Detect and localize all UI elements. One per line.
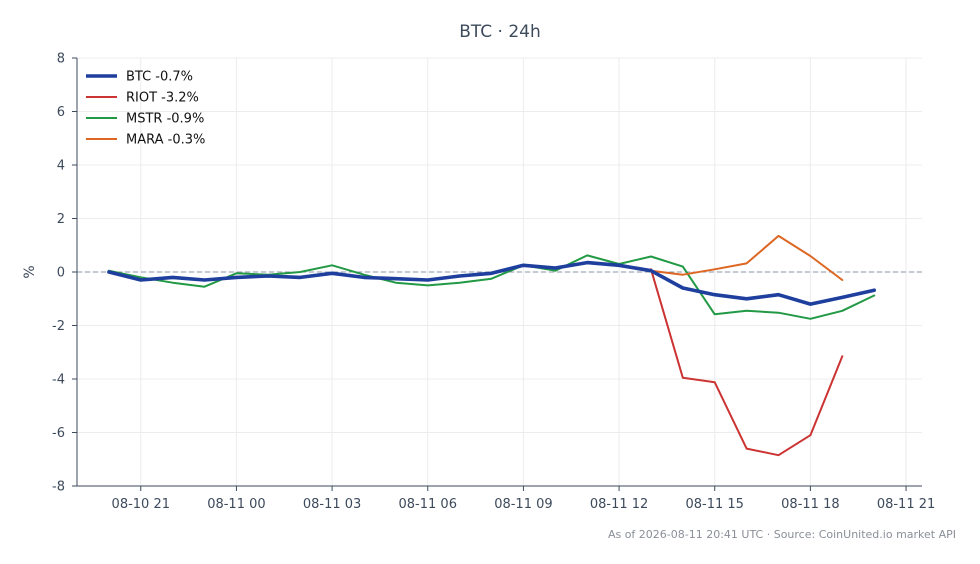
y-tick-label: 8	[57, 52, 65, 67]
x-tick-label: 08-11 12	[590, 497, 648, 512]
x-tick-label: 08-11 18	[781, 497, 839, 512]
x-tick-label: 08-11 15	[686, 497, 744, 512]
y-tick-label: -8	[52, 480, 65, 495]
legend-label-riot: RIOT -3.2%	[126, 91, 199, 106]
legend: BTC -0.7% RIOT -3.2% MSTR -0.9% MARA -0.3%	[86, 70, 205, 148]
x-tick-label: 08-11 00	[207, 497, 265, 512]
axes: -8 -6 -4 -2 0 2 4 6 8 08-10 21 08-11 00 08-11 03 08-…	[52, 52, 935, 513]
legend-label-mstr: MSTR -0.9%	[126, 112, 204, 127]
y-tick-label: 0	[57, 266, 65, 281]
y-tick-label: 2	[57, 212, 65, 227]
x-tick-label: 08-10 21	[112, 497, 170, 512]
series-line-mstr	[107, 254, 876, 320]
grid	[77, 57, 922, 487]
y-axis-label: %	[22, 265, 38, 278]
y-tick-label: -4	[52, 373, 65, 388]
x-tick-label: 08-11 21	[877, 497, 935, 512]
y-tick-label: -6	[52, 426, 65, 441]
legend-label-btc: BTC -0.7%	[126, 70, 193, 85]
y-tick-label: 4	[57, 159, 65, 174]
chart-title: BTC · 24h	[459, 22, 541, 42]
chart-footer: As of 2026-08-11 20:41 UTC · Source: Coi…	[608, 528, 956, 541]
series-line-mara	[650, 234, 844, 281]
series-layer	[107, 234, 877, 457]
series-line-riot	[650, 268, 844, 457]
series-line-btc	[107, 260, 877, 306]
x-tick-label: 08-11 06	[399, 497, 457, 512]
x-tick-label: 08-11 03	[303, 497, 361, 512]
y-tick-label: 6	[57, 105, 65, 120]
x-tick-label: 08-11 09	[494, 497, 552, 512]
legend-label-mara: MARA -0.3%	[126, 133, 205, 148]
y-tick-label: -2	[52, 319, 65, 334]
